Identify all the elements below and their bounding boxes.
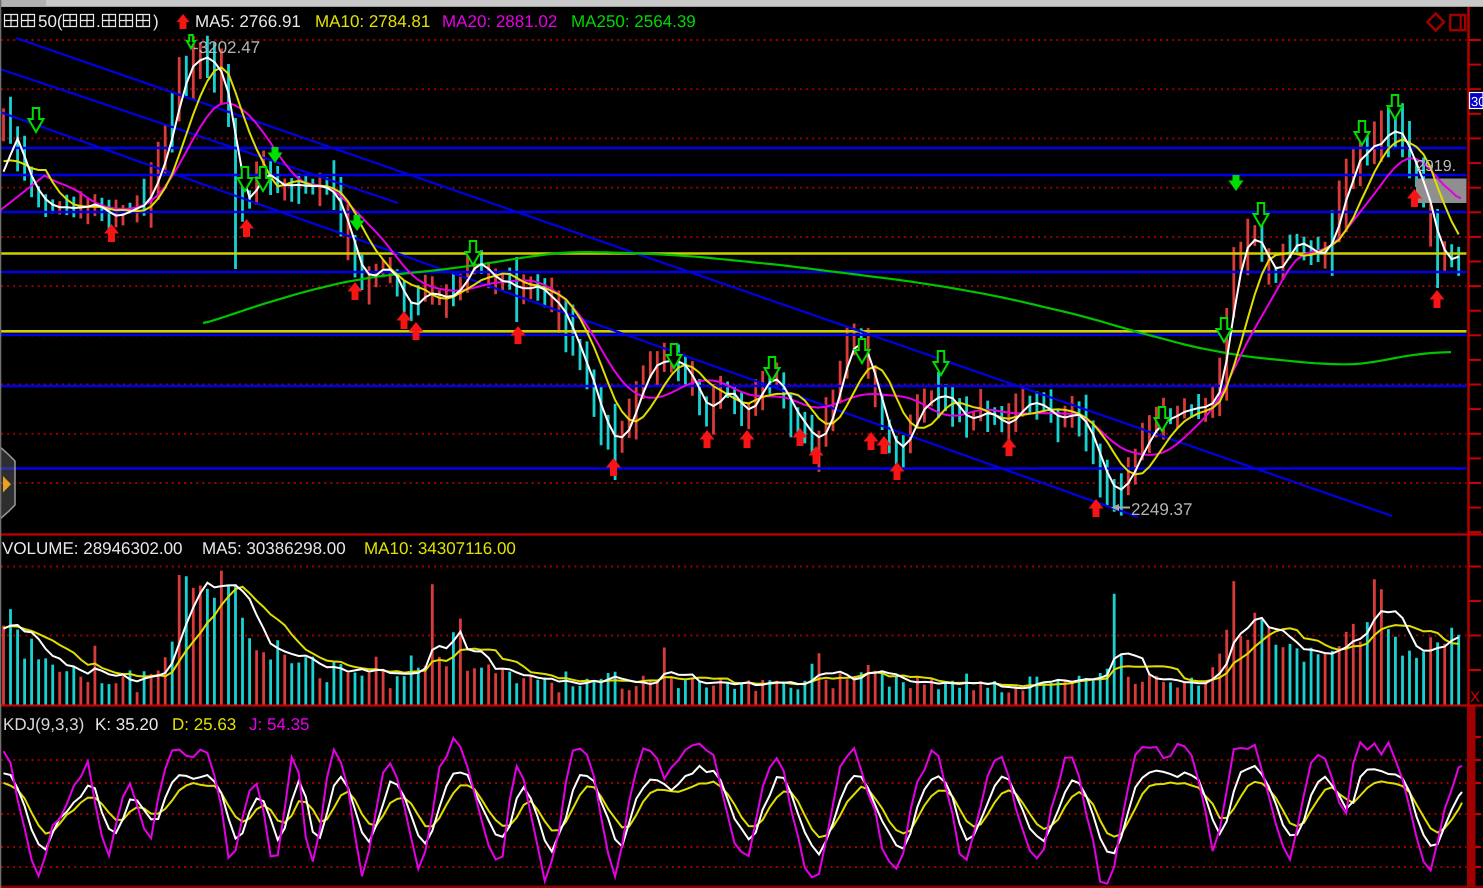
svg-text:50(: 50( xyxy=(38,12,63,31)
svg-text:30: 30 xyxy=(1471,94,1483,109)
svg-text:2919.: 2919. xyxy=(1416,158,1456,175)
svg-text:MA10: 34307116.00: MA10: 34307116.00 xyxy=(364,539,516,558)
svg-text:VOLUME: 28946302.00: VOLUME: 28946302.00 xyxy=(2,539,183,558)
svg-text:MA10: 2784.81: MA10: 2784.81 xyxy=(315,12,430,31)
svg-text:.: . xyxy=(96,12,101,31)
svg-text:MA250: 2564.39: MA250: 2564.39 xyxy=(571,12,696,31)
svg-text:KDJ(9,3,3): KDJ(9,3,3) xyxy=(3,715,84,734)
svg-text:2249.37: 2249.37 xyxy=(1131,500,1192,519)
svg-text:J: 54.35: J: 54.35 xyxy=(249,715,310,734)
svg-text:MA5: 30386298.00: MA5: 30386298.00 xyxy=(202,539,346,558)
svg-text:MA5: 2766.91: MA5: 2766.91 xyxy=(195,12,301,31)
svg-text:MA20: 2881.02: MA20: 2881.02 xyxy=(442,12,557,31)
svg-text:): ) xyxy=(153,12,159,31)
svg-text:X: X xyxy=(1470,689,1480,706)
svg-text:K: 35.20: K: 35.20 xyxy=(95,715,158,734)
svg-text:-3202.47: -3202.47 xyxy=(193,38,260,57)
svg-text:D: 25.63: D: 25.63 xyxy=(172,715,236,734)
